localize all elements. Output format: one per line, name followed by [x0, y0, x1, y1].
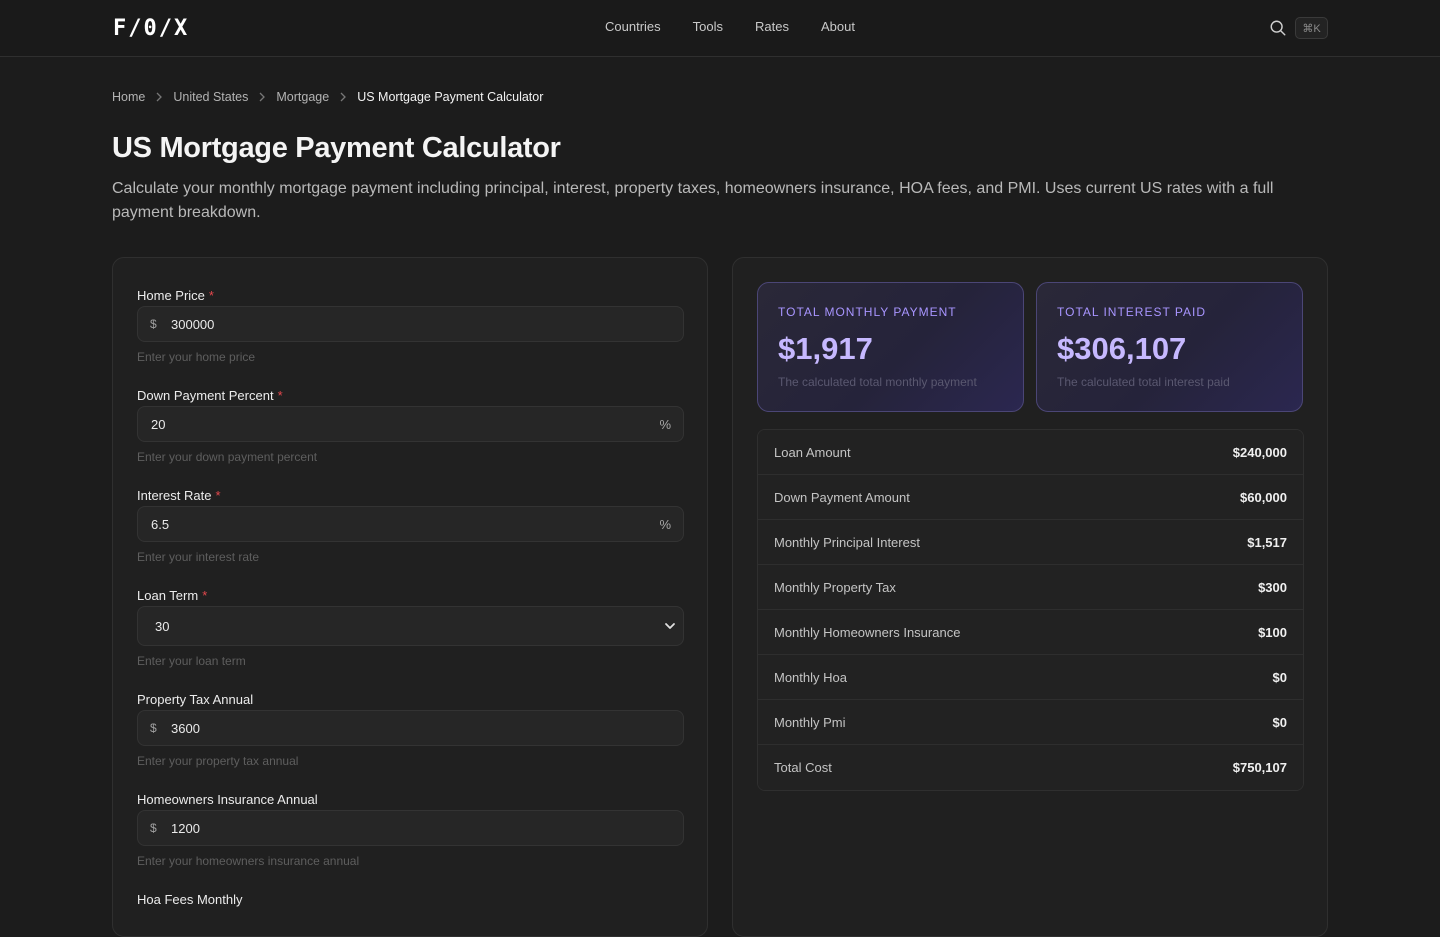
property-tax-field: Property Tax Annual $ 3600 Enter your pr…	[137, 692, 684, 768]
input-value: 6.5	[151, 516, 170, 532]
row-value: $60,000	[1240, 489, 1287, 505]
field-hint: Enter your home price	[137, 350, 256, 364]
currency-prefix: $	[150, 821, 157, 835]
row-label: Total Cost	[774, 760, 832, 775]
page-description: Calculate your monthly mortgage payment …	[112, 180, 1274, 221]
chevron-right-icon	[156, 92, 163, 102]
row-label: Monthly Homeowners Insurance	[774, 624, 961, 640]
row-label: Monthly Property Tax	[774, 579, 896, 595]
total-monthly-payment-card: Total Monthly Payment $1,917 The calcula…	[757, 282, 1024, 412]
home-price-field: Home Price * $ 300000 Enter your home pri…	[137, 288, 684, 364]
main-nav: Countries Tools Rates About	[605, 19, 855, 34]
search-icon[interactable]	[1269, 19, 1287, 37]
required-marker: *	[208, 288, 214, 303]
field-label: Home Price	[137, 288, 205, 303]
table-row: Monthly Principal Interest $1,517	[758, 520, 1303, 565]
row-value: $100	[1258, 624, 1287, 640]
field-label: Homeowners Insurance Annual	[137, 792, 318, 807]
table-row: Monthly Homeowners Insurance $100	[758, 610, 1303, 655]
top-navigation-bar: F/0/X Countries Tools Rates About ⌘K	[0, 0, 1440, 57]
nav-rates[interactable]: Rates	[755, 19, 789, 34]
field-label: Down Payment Percent	[137, 388, 274, 403]
loan-term-select[interactable]: 30	[137, 606, 684, 646]
row-value: $750,107	[1232, 760, 1287, 775]
row-label: Monthly Pmi	[774, 714, 846, 730]
site-logo[interactable]: F/0/X	[113, 15, 190, 41]
insurance-field: Homeowners Insurance Annual $ 1200 Enter…	[137, 792, 684, 868]
input-value: 300000	[171, 316, 215, 332]
stat-value: $1,917	[778, 331, 873, 366]
down-payment-field: Down Payment Percent * 20 % Enter your do…	[137, 388, 684, 464]
field-hint: Enter your interest rate	[137, 550, 260, 564]
select-value: 30	[155, 618, 170, 634]
row-value: $1,517	[1247, 534, 1287, 550]
required-marker: *	[215, 488, 221, 503]
chevron-right-icon	[259, 92, 266, 102]
row-value: $300	[1258, 579, 1287, 595]
percent-suffix: %	[659, 516, 671, 532]
row-label: Monthly Hoa	[774, 669, 847, 685]
property-tax-input[interactable]: $ 3600	[137, 710, 684, 746]
row-label: Loan Amount	[774, 444, 851, 460]
row-label: Monthly Principal Interest	[774, 534, 920, 550]
down-payment-input[interactable]: 20 %	[137, 406, 684, 442]
row-value: $240,000	[1232, 444, 1287, 460]
row-label: Down Payment Amount	[774, 489, 910, 505]
nav-about[interactable]: About	[820, 19, 855, 34]
table-row: Monthly Pmi $0	[758, 700, 1303, 745]
input-value: 1200	[171, 820, 200, 836]
breadcrumb: Home United States Mortgage US Mortgage …	[112, 89, 543, 105]
table-row: Monthly Hoa $0	[758, 655, 1303, 700]
nav-countries[interactable]: Countries	[605, 19, 661, 34]
stat-value: $306,107	[1057, 331, 1187, 366]
field-hint: Enter your homeowners insurance annual	[137, 854, 360, 868]
calculator-form: Home Price * $ 300000 Enter your home pri…	[112, 257, 708, 937]
stat-label: Total Interest Paid	[1057, 305, 1207, 319]
currency-prefix: $	[150, 721, 157, 735]
row-value: $0	[1272, 669, 1287, 685]
home-price-input[interactable]: $ 300000	[137, 306, 684, 342]
interest-rate-input[interactable]: 6.5 %	[137, 506, 684, 542]
input-value: 3600	[171, 720, 200, 736]
chevron-down-icon	[665, 623, 675, 629]
stat-description: The calculated total monthly payment	[778, 375, 977, 389]
page-title: US Mortgage Payment Calculator	[112, 132, 561, 164]
field-hint: Enter your property tax annual	[137, 754, 299, 768]
table-row: Monthly Property Tax $300	[758, 565, 1303, 610]
results-panel: Total Monthly Payment $1,917 The calcula…	[732, 257, 1328, 937]
breadcrumb-home[interactable]: Home	[112, 90, 146, 104]
table-row: Total Cost $750,107	[758, 745, 1303, 790]
field-label: Property Tax Annual	[137, 692, 254, 707]
table-row: Loan Amount $240,000	[758, 430, 1303, 475]
nav-tools[interactable]: Tools	[692, 19, 723, 34]
stat-description: The calculated total interest paid	[1057, 375, 1230, 389]
search-shortcut-badge[interactable]: ⌘K	[1295, 17, 1328, 39]
insurance-input[interactable]: $ 1200	[137, 810, 684, 846]
row-value: $0	[1272, 714, 1287, 730]
percent-suffix: %	[659, 416, 671, 432]
breadcrumb-category[interactable]: Mortgage	[276, 90, 330, 104]
hoa-fees-field: Hoa Fees Monthly	[137, 892, 684, 910]
interest-rate-field: Interest Rate * 6.5 % Enter your interest…	[137, 488, 684, 564]
stat-label: Total Monthly Payment	[778, 305, 957, 319]
field-label: Interest Rate	[137, 488, 212, 503]
total-interest-paid-card: Total Interest Paid $306,107 The calcula…	[1036, 282, 1303, 412]
chevron-right-icon	[340, 92, 347, 102]
field-label: Loan Term	[137, 588, 199, 603]
breakdown-table: Loan Amount $240,000 Down Payment Amount $…	[757, 429, 1304, 791]
input-value: 20	[151, 416, 166, 432]
currency-prefix: $	[150, 317, 157, 331]
required-marker: *	[277, 388, 283, 403]
field-hint: Enter your loan term	[137, 654, 246, 668]
required-marker: *	[202, 588, 208, 603]
breadcrumb-country[interactable]: United States	[173, 90, 249, 104]
field-hint: Enter your down payment percent	[137, 450, 318, 464]
loan-term-field: Loan Term * 30 Enter your loan term	[137, 588, 684, 668]
breadcrumb-current: US Mortgage Payment Calculator	[357, 90, 544, 104]
table-row: Down Payment Amount $60,000	[758, 475, 1303, 520]
